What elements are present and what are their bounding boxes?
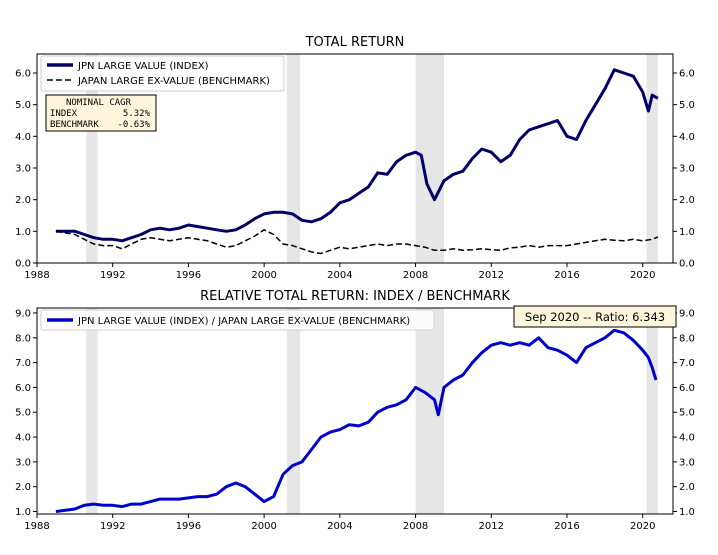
- series-lines: [55, 68, 659, 255]
- cagr-label-benchmark: BENCHMARK: [50, 120, 99, 130]
- chart-title: RELATIVE TOTAL RETURN: INDEX / BENCHMARK: [200, 289, 510, 304]
- legend: JPN LARGE VALUE (INDEX) JAPAN LARGE EX-V…: [40, 55, 285, 92]
- recession-band: [415, 54, 444, 263]
- y-tick-label-right: 5.0: [679, 408, 695, 419]
- recession-band: [86, 54, 98, 263]
- y-tick-label-left: 6.0: [15, 383, 31, 394]
- y-tick-label-left: 0.0: [15, 259, 31, 270]
- ratio-annotation-frame: [513, 305, 677, 328]
- y-tick-label-right: 7.0: [679, 358, 695, 369]
- y-tick-label-left: 7.0: [15, 358, 31, 369]
- relative-return-chart: RELATIVE TOTAL RETURN: INDEX / BENCHMARK…: [15, 289, 695, 532]
- x-tick-label: 1996: [176, 521, 201, 532]
- recession-band: [646, 308, 658, 514]
- ratio-annotation: Sep 2020 -- Ratio: 6.343: [513, 305, 677, 328]
- y-tick-label-right: 2.0: [679, 195, 695, 206]
- legend-label-index: JPN LARGE VALUE (INDEX): [77, 61, 209, 72]
- x-tick-label: 2004: [327, 270, 352, 281]
- recession-band: [286, 308, 301, 514]
- cagr-box: NOMINAL CAGR INDEX 5.32% BENCHMARK -0.63…: [45, 94, 157, 132]
- x-tick-label: 1992: [100, 521, 125, 532]
- y-tick-label-left: 1.0: [15, 507, 31, 518]
- y-tick-label-right: 3.0: [679, 457, 695, 468]
- recession-band: [286, 54, 301, 263]
- y-tick-label-left: 6.0: [15, 69, 31, 80]
- y-tick-label-right: 2.0: [679, 482, 695, 493]
- y-tick-label-right: 6.0: [679, 69, 695, 80]
- x-tick-label: 2016: [554, 521, 579, 532]
- legend-frame: [40, 55, 285, 92]
- y-tick-label-right: 8.0: [679, 333, 695, 344]
- cagr-label-index: INDEX: [50, 109, 78, 119]
- y-axis-ticks-right: 0.0 1.0 2.0 3.0 4.0 5.0 6.0: [673, 69, 695, 270]
- y-tick-label-right: 5.0: [679, 100, 695, 111]
- plot-frame: [36, 307, 674, 515]
- x-tick-label: 2004: [327, 521, 352, 532]
- cagr-box-frame: [45, 94, 157, 132]
- y-axis-ticks-right: 1.0 2.0 3.0 4.0 5.0 6.0 7.0 8.0 9.0: [673, 308, 695, 518]
- y-tick-label-right: 9.0: [679, 308, 695, 319]
- cagr-header: NOMINAL CAGR: [66, 98, 132, 108]
- y-tick-label-left: 4.0: [15, 132, 31, 143]
- cagr-value-index: 5.32%: [123, 109, 151, 119]
- y-axis-ticks-left: 0.0 1.0 2.0 3.0 4.0 5.0 6.0: [15, 69, 37, 270]
- y-tick-label-left: 5.0: [15, 408, 31, 419]
- y-tick-label-right: 6.0: [679, 383, 695, 394]
- y-tick-label-left: 2.0: [15, 195, 31, 206]
- y-tick-label-right: 3.0: [679, 164, 695, 175]
- x-tick-label: 2016: [554, 270, 579, 281]
- y-tick-label-left: 3.0: [15, 164, 31, 175]
- x-tick-label: 2020: [630, 270, 655, 281]
- cagr-value-benchmark: -0.63%: [117, 120, 150, 130]
- y-tick-label-left: 5.0: [15, 100, 31, 111]
- y-tick-label-right: 4.0: [679, 132, 695, 143]
- y-tick-label-right: 1.0: [679, 507, 695, 518]
- x-axis-ticks: 1988 1992 1996 2000 2004 2008 2012 2016 2020: [24, 514, 655, 532]
- y-tick-label-left: 8.0: [15, 333, 31, 344]
- y-axis-ticks-left: 1.0 2.0 3.0 4.0 5.0 6.0 7.0 8.0 9.0: [15, 308, 37, 518]
- series-line-ratio: [55, 328, 658, 513]
- y-tick-label-left: 1.0: [15, 227, 31, 238]
- x-tick-label: 1988: [24, 270, 49, 281]
- series-line-index: [55, 68, 659, 243]
- y-tick-label-right: 0.0: [679, 259, 695, 270]
- legend-label-benchmark: JAPAN LARGE EX-VALUE (BENCHMARK): [77, 76, 270, 87]
- ratio-annotation-text: Sep 2020 -- Ratio: 6.343: [525, 310, 665, 324]
- x-tick-label: 2000: [251, 521, 276, 532]
- recession-band: [86, 308, 98, 514]
- x-tick-label: 1992: [100, 270, 125, 281]
- series-lines: [55, 328, 658, 513]
- chart-title: TOTAL RETURN: [305, 35, 405, 50]
- y-tick-label-left: 3.0: [15, 457, 31, 468]
- series-line-benchmark: [55, 229, 659, 255]
- y-tick-label-left: 4.0: [15, 433, 31, 444]
- legend-frame: [40, 309, 435, 331]
- x-tick-label: 2020: [630, 521, 655, 532]
- total-return-chart: TOTAL RETURN 1988 1992 1996 2000 2004 2008 201…: [15, 35, 695, 281]
- x-tick-label: 2000: [251, 270, 276, 281]
- x-tick-label: 2008: [403, 270, 428, 281]
- recession-bands: [86, 308, 658, 514]
- x-tick-label: 2012: [479, 270, 504, 281]
- y-tick-label-left: 9.0: [15, 308, 31, 319]
- plot-frame: [36, 53, 674, 264]
- y-tick-label-right: 1.0: [679, 227, 695, 238]
- y-tick-label-left: 2.0: [15, 482, 31, 493]
- recession-band: [646, 54, 658, 263]
- recession-bands: [86, 54, 658, 263]
- x-axis-ticks: 1988 1992 1996 2000 2004 2008 2012 2016 2020: [24, 263, 655, 281]
- legend: JPN LARGE VALUE (INDEX) / JAPAN LARGE EX…: [40, 309, 435, 331]
- x-tick-label: 1988: [24, 521, 49, 532]
- x-tick-label: 2012: [479, 521, 504, 532]
- x-tick-label: 1996: [176, 270, 201, 281]
- legend-label-ratio: JPN LARGE VALUE (INDEX) / JAPAN LARGE EX…: [77, 316, 410, 327]
- y-tick-label-right: 4.0: [679, 433, 695, 444]
- x-tick-label: 2008: [403, 521, 428, 532]
